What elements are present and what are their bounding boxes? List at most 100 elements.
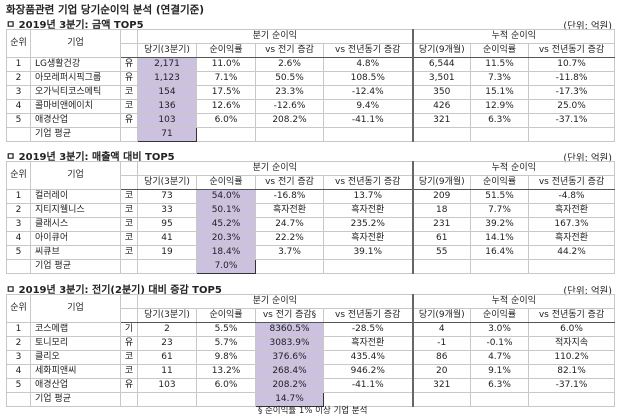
cell-market: 유 [120,336,138,351]
cell-q-vs-prev: 376.6% [255,350,324,365]
header-q-margin: 순이익률 [196,175,256,190]
cell-q-vs-yoy: 9.4% [322,99,414,114]
cell-c-vs-yoy: 25.0% [528,99,616,114]
cell-q-vs-prev: 268.4% [255,364,324,379]
section-title: ㅁ 2019년 3분기: 전기(2분기) 대비 증감 TOP5 [6,285,222,296]
cell-q-current: 103 [137,378,197,393]
cell-market: 코 [120,203,138,218]
cell-q-vs-prev: 3.7% [255,245,324,260]
cell-q-vs-prev: 208.2% [255,113,324,128]
cell-rank: 2 [6,203,31,218]
header-company: 기업 [30,161,121,190]
cell-q-vs-yoy: 13.7% [322,189,414,204]
cell-rank: 4 [6,99,31,114]
cell-c-current: 3,501 [412,71,472,86]
cell-c-current: 231 [412,217,472,232]
cell-q-vs-yoy: 흑자전환 [322,203,414,218]
cell-company: 아모레퍼시픽그룹 [30,71,121,86]
cell-q-current: 33 [137,203,197,218]
table-row: 4 세화피앤씨 코 11 13.2% 268.4% 946.2% 20 9.1% 82.1% [6,364,616,379]
header-q-margin: 순이익률 [196,43,256,58]
cell-company: 세화피앤씨 [30,364,121,379]
cell-empty [528,392,616,407]
header-q-vs-yoy: vs 전년동기 증감 [322,308,414,323]
cell-company: 콜마비앤에이치 [30,99,121,114]
header-row: 순위 기업 분기 순이익 누적 순이익 [6,29,616,58]
cell-q-margin: 7.1% [196,71,256,86]
cell-q-vs-yoy: 435.4% [322,350,414,365]
cell-empty [137,392,197,407]
cell-market: 유 [120,57,138,72]
header-q-current: 당기(3분기) [137,175,197,190]
cell-c-vs-yoy: 흑자전환 [528,231,616,246]
header-row: 순위 기업 분기 순이익 누적 순이익 [6,161,616,190]
cell-c-current: 55 [412,245,472,260]
cell-c-margin: 6.3% [470,113,530,128]
cell-q-margin: 20.3% [196,231,256,246]
header-company: 기업 [30,29,121,58]
header-cumulative-group: 누적 순이익 [412,161,616,176]
header-cumulative-group: 누적 순이익 [412,294,616,309]
cell-c-vs-yoy: -37.1% [528,378,616,393]
cell-c-vs-yoy: 적자지속 [528,336,616,351]
cell-q-margin: 12.6% [196,99,256,114]
cell-q-current: 1,123 [137,71,197,86]
cell-q-margin: 54.0% [196,189,256,204]
cell-q-vs-yoy: -41.1% [322,113,414,128]
cell-empty [6,127,31,142]
average-value: 71 [137,127,197,142]
cell-market: 기 [120,322,138,337]
cell-rank: 3 [6,350,31,365]
average-label: 기업 평균 [30,392,121,407]
cell-company: LG생활건강 [30,57,121,72]
cell-q-margin: 5.5% [196,322,256,337]
footnote: § 순이익률 1% 이상 기업 분석 [258,406,368,416]
table-row: 3 오가닉티코스메틱 코 154 17.5% 23.3% -12.4% 350 15.1% -17… [6,85,616,100]
cell-q-current: 2,171 [137,57,197,72]
cell-c-vs-yoy: 6.0% [528,322,616,337]
average-row: 기업 평균 71 [6,127,616,142]
cell-company: 클래시스 [30,217,121,232]
cell-market: 코 [120,364,138,379]
average-value: 7.0% [196,259,256,274]
cell-c-margin: 12.9% [470,99,530,114]
cell-c-margin: 15.1% [470,85,530,100]
cell-q-current: 19 [137,245,197,260]
cell-c-margin: 39.2% [470,217,530,232]
header-q-margin: 순이익률 [196,308,256,323]
header-q-current: 당기(3분기) [137,43,197,58]
average-value: 14.7% [255,392,324,407]
cell-q-vs-yoy: -12.4% [322,85,414,100]
cell-q-vs-yoy: 108.5% [322,71,414,86]
header-cumulative-group: 누적 순이익 [412,29,616,44]
cell-company: 애경산업 [30,113,121,128]
cell-c-vs-yoy: -37.1% [528,113,616,128]
header-market [120,161,138,176]
table-row: 4 아이큐어 코 41 20.3% 22.2% 흑자전환 61 14.1% 흑자전환 [6,231,616,246]
section-title: ㅁ 2019년 3분기: 금액 TOP5 [6,20,144,31]
cell-rank: 3 [6,217,31,232]
table-row: 1 컬러레이 코 73 54.0% -16.8% 13.7% 209 51.5% -4.8% [6,189,616,204]
cell-q-current: 61 [137,350,197,365]
profit-table: 순위 기업 분기 순이익 누적 순이익 당기(3분기) 순이익률 vs 전기 증감§ vs 전… [6,294,616,407]
cell-c-current: 209 [412,189,472,204]
cell-q-vs-yoy: 946.2% [322,364,414,379]
cell-company: 오가닉티코스메틱 [30,85,121,100]
cell-market: 코 [120,217,138,232]
header-c-vs-yoy: vs 전년동기 증감 [528,43,616,58]
cell-q-vs-prev: 50.5% [255,71,324,86]
cell-market: 유 [120,378,138,393]
cell-c-vs-yoy: 110.2% [528,350,616,365]
cell-c-current: -1 [412,336,472,351]
cell-q-vs-yoy: 흑자전환 [322,336,414,351]
cell-rank: 5 [6,378,31,393]
table-row: 2 토니모리 유 23 5.7% 3083.9% 흑자전환 -1 -0.1% 적자지속 [6,336,616,351]
table-row: 5 애경산업 유 103 6.0% 208.2% -41.1% 321 6.3% -37.1% [6,113,616,128]
table-row: 5 씨큐브 코 19 18.4% 3.7% 39.1% 55 16.4% 44.2% [6,245,616,260]
cell-q-current: 95 [137,217,197,232]
cell-c-margin: 7.7% [470,203,530,218]
cell-rank: 1 [6,57,31,72]
cell-q-vs-prev: 23.3% [255,85,324,100]
cell-c-current: 321 [412,378,472,393]
cell-c-vs-yoy: -11.8% [528,71,616,86]
